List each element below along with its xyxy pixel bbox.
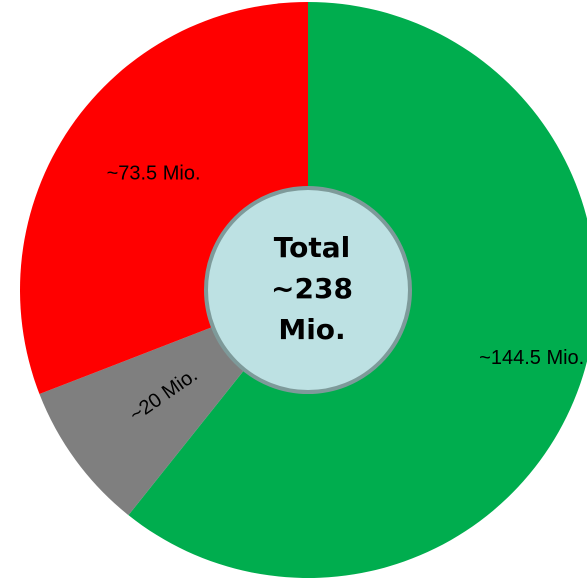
slice-label-1: ~144.5 Mio.	[479, 347, 584, 369]
total-title: Total	[274, 231, 351, 264]
total-center-disc	[204, 186, 412, 394]
total-unit: Mio.	[278, 313, 345, 346]
total-value: ~238	[271, 272, 353, 305]
slice-label-3: ~73.5 Mio.	[107, 162, 201, 184]
